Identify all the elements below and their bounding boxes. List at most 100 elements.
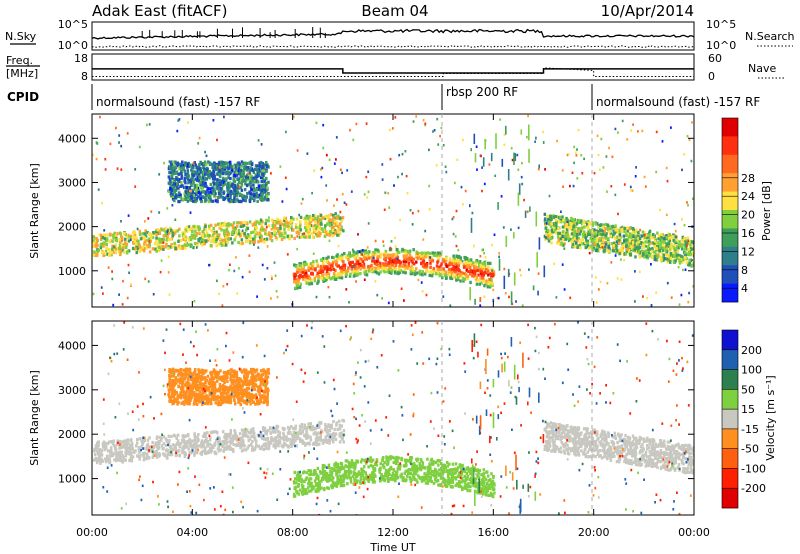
heatmap-cell	[362, 262, 366, 266]
heatmap-cell	[647, 251, 650, 255]
heatmap-cell	[363, 249, 366, 253]
heatmap-cell	[230, 199, 233, 203]
heatmap-cell	[215, 164, 218, 168]
heatmap-cell	[276, 217, 279, 221]
heatmap-cell	[225, 165, 228, 169]
heatmap-cell	[360, 257, 363, 261]
heatmap-cell	[554, 231, 558, 235]
heatmap-cell	[331, 234, 335, 238]
heatmap-cell	[329, 424, 333, 428]
heatmap-cell	[215, 438, 218, 443]
heatmap-cell	[585, 234, 589, 238]
heatmap-cell	[340, 276, 344, 280]
heatmap-cell	[203, 169, 206, 173]
heatmap-cell	[412, 257, 415, 261]
heatmap-cell	[287, 224, 290, 228]
heatmap-cell	[341, 192, 344, 196]
heatmap-cell	[185, 225, 189, 229]
heatmap-cell	[254, 230, 257, 234]
heatmap-cell	[296, 434, 300, 438]
heatmap-cell	[569, 238, 573, 242]
heatmap-cell	[327, 214, 331, 218]
heatmap-cell	[196, 183, 199, 187]
heatmap-cell	[599, 228, 603, 232]
heatmap-cell	[251, 179, 255, 183]
heatmap-cell	[503, 133, 506, 136]
heatmap-cell	[101, 459, 105, 463]
heatmap-cell	[593, 237, 596, 241]
heatmap-cell	[352, 274, 356, 278]
heatmap-cell	[580, 219, 583, 223]
heatmap-cell	[127, 214, 130, 217]
heatmap-cell	[437, 265, 441, 269]
heatmap-cell	[232, 189, 236, 193]
heatmap-cell	[337, 255, 340, 259]
heatmap-cell	[439, 264, 443, 268]
heatmap-cell	[260, 180, 263, 184]
heatmap-cell	[305, 235, 308, 239]
heatmap-cell	[128, 458, 131, 463]
heatmap-cell	[688, 258, 691, 262]
heatmap-cell	[101, 442, 105, 446]
heatmap-cell	[559, 237, 563, 241]
heatmap-cell	[647, 243, 651, 247]
heatmap-cell	[199, 194, 203, 198]
heatmap-cell	[261, 198, 264, 202]
heatmap-cell	[321, 269, 325, 273]
heatmap-cell	[194, 163, 198, 167]
heatmap-cell	[97, 248, 100, 252]
heatmap-cell	[171, 168, 174, 172]
heatmap-cell	[241, 198, 245, 202]
heatmap-cell	[208, 161, 212, 165]
heatmap-cell	[127, 239, 131, 243]
heatmap-cell	[237, 240, 240, 245]
heatmap-cell	[378, 261, 382, 265]
heatmap-cell	[521, 161, 523, 165]
heatmap-cell	[114, 452, 117, 456]
heatmap-cell	[358, 250, 361, 253]
heatmap-cell	[229, 189, 232, 193]
heatmap-cell	[231, 230, 235, 234]
heatmap-cell	[241, 275, 244, 279]
heatmap-cell	[114, 234, 118, 238]
heatmap-cell	[181, 160, 184, 164]
heatmap-cell	[336, 258, 339, 262]
heatmap-cell	[185, 243, 189, 247]
heatmap-cell	[145, 444, 149, 448]
heatmap-cell	[393, 184, 395, 187]
heatmap-cell	[192, 179, 196, 183]
heatmap-cell	[618, 235, 621, 239]
heatmap-cell	[340, 265, 343, 270]
heatmap-cell	[211, 189, 215, 193]
heatmap-cell	[615, 248, 619, 252]
heatmap-cell	[117, 454, 121, 458]
heatmap-cell	[119, 441, 123, 445]
heatmap-cell	[327, 255, 330, 259]
heatmap-cell	[173, 199, 176, 203]
heatmap-cell	[236, 191, 240, 195]
heatmap-cell	[437, 267, 440, 271]
heatmap-cell	[201, 229, 205, 233]
heatmap-cell	[261, 227, 265, 231]
heatmap-cell	[151, 235, 155, 240]
nsky-tick-bottom: 10^0	[58, 39, 88, 52]
heatmap-cell	[663, 236, 666, 241]
heatmap-cell	[193, 170, 196, 174]
heatmap-cell	[330, 219, 333, 223]
heatmap-cell	[325, 259, 328, 263]
heatmap-cell	[333, 162, 336, 165]
heatmap-cell	[456, 273, 459, 276]
heatmap-cell	[152, 231, 155, 235]
heatmap-cell	[325, 440, 329, 444]
heatmap-cell	[218, 169, 221, 173]
heatmap-cell	[389, 247, 393, 251]
heatmap-cell	[451, 267, 454, 271]
heatmap-cell	[491, 272, 495, 276]
heatmap-cell	[327, 423, 330, 427]
heatmap-cell	[614, 226, 617, 230]
heatmap-cell	[102, 241, 106, 245]
heatmap-cell	[192, 246, 195, 250]
heatmap-cell	[491, 269, 493, 272]
heatmap-cell	[176, 186, 179, 190]
heatmap-cell	[319, 421, 323, 425]
